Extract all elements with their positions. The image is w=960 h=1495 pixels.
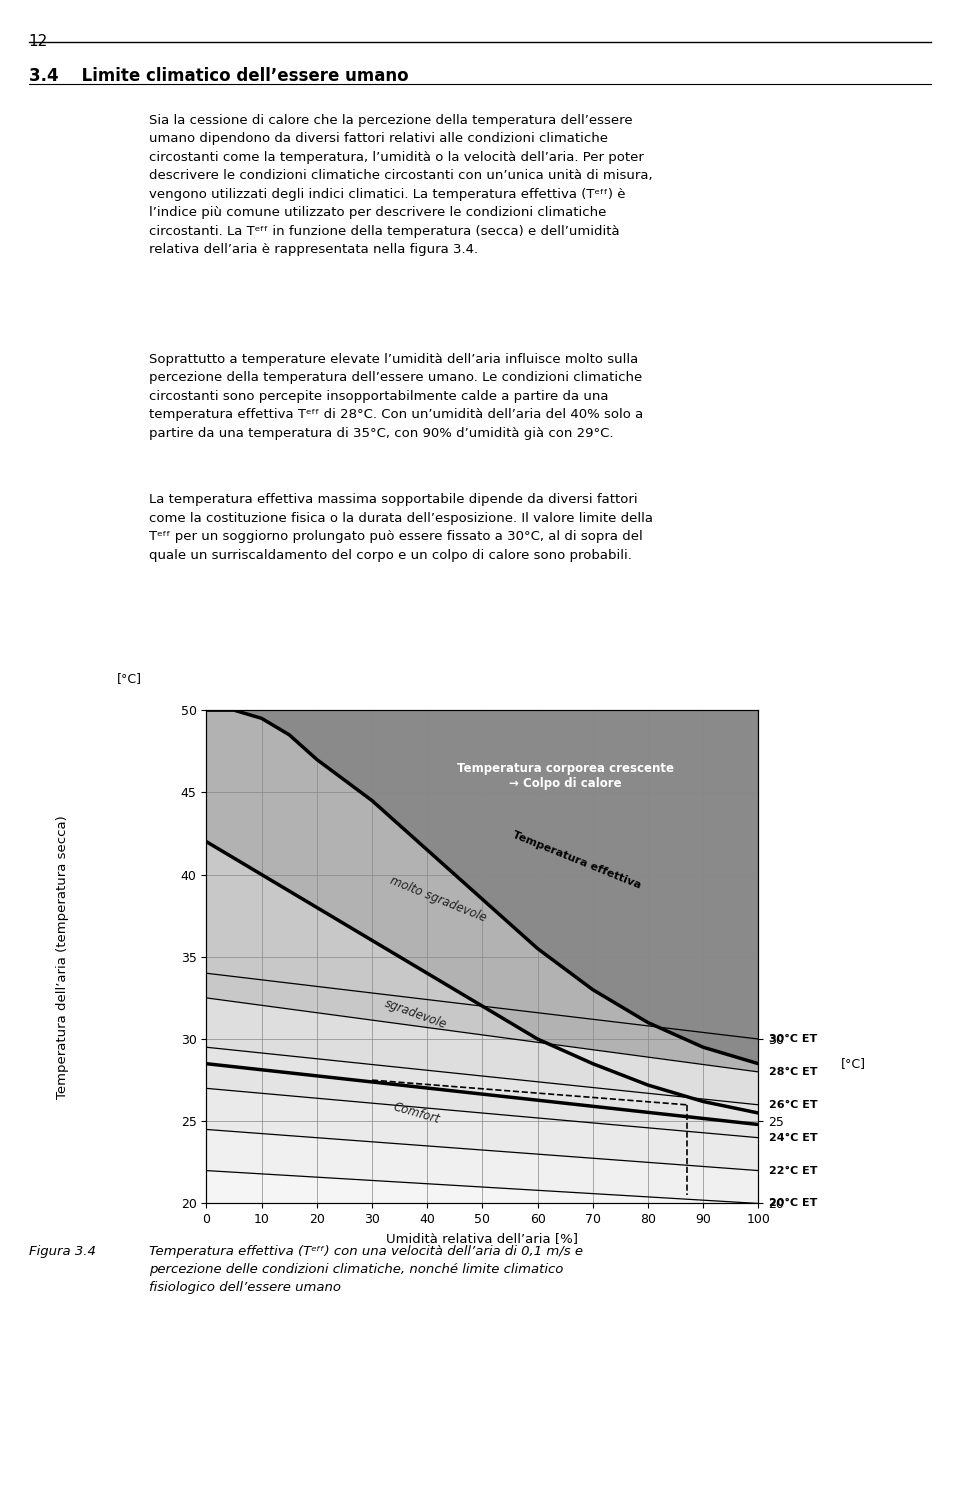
Text: Sia la cessione di calore che la percezione della temperatura dell’essere
umano : Sia la cessione di calore che la percezi…	[149, 114, 653, 256]
Text: Temperatura effettiva (Tᵉᶠᶠ) con una velocità dell’aria di 0,1 m/s e
percezione : Temperatura effettiva (Tᵉᶠᶠ) con una vel…	[149, 1245, 583, 1295]
Text: Temperatura corporea crescente
→ Colpo di calore: Temperatura corporea crescente → Colpo d…	[457, 762, 674, 789]
Text: sgradevole: sgradevole	[383, 997, 449, 1032]
Text: Comfort: Comfort	[392, 1100, 441, 1126]
Text: 24°C ET: 24°C ET	[770, 1133, 818, 1142]
Text: [°C]: [°C]	[116, 673, 142, 686]
Text: molto sgradevole: molto sgradevole	[388, 875, 489, 924]
Text: Temperatura effettiva: Temperatura effettiva	[511, 830, 642, 891]
Text: 20°C ET: 20°C ET	[770, 1199, 818, 1208]
Text: 12: 12	[29, 34, 48, 49]
Text: 26°C ET: 26°C ET	[770, 1100, 818, 1109]
Text: 28°C ET: 28°C ET	[770, 1067, 818, 1076]
Text: [°C]: [°C]	[841, 1057, 866, 1070]
Text: Soprattutto a temperature elevate l’umidità dell’aria influisce molto sulla
perc: Soprattutto a temperature elevate l’umid…	[149, 353, 643, 440]
Text: 22°C ET: 22°C ET	[770, 1166, 818, 1175]
X-axis label: Umidità relativa dell’aria [%]: Umidità relativa dell’aria [%]	[386, 1232, 578, 1245]
Text: Temperatura dell’aria (temperatura secca): Temperatura dell’aria (temperatura secca…	[56, 815, 69, 1099]
Text: Figura 3.4: Figura 3.4	[29, 1245, 96, 1259]
Text: La temperatura effettiva massima sopportabile dipende da diversi fattori
come la: La temperatura effettiva massima sopport…	[149, 493, 653, 562]
Text: 30°C ET: 30°C ET	[770, 1035, 818, 1044]
Text: 3.4    Limite climatico dell’essere umano: 3.4 Limite climatico dell’essere umano	[29, 67, 408, 85]
